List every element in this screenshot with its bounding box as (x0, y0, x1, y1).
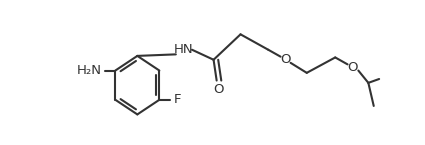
Text: HN: HN (174, 43, 193, 56)
Text: F: F (174, 93, 181, 106)
Text: O: O (280, 53, 290, 66)
Text: O: O (348, 61, 358, 74)
Text: H₂N: H₂N (76, 64, 102, 77)
Text: O: O (213, 83, 224, 96)
